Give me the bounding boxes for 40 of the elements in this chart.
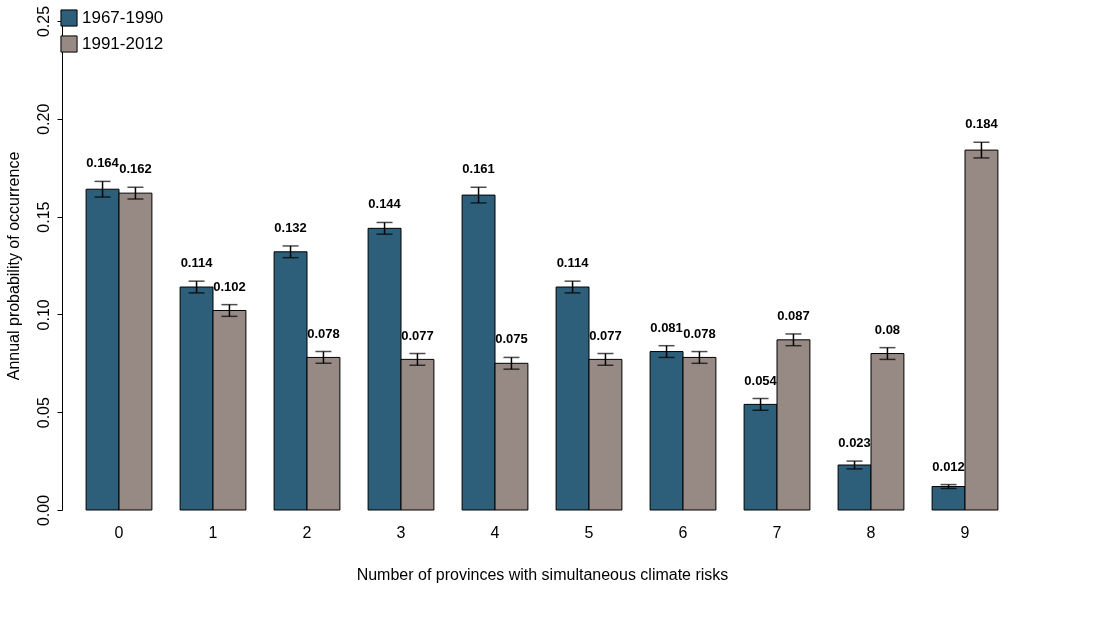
x-tick-label: 2 <box>302 523 312 541</box>
data-label: 0.132 <box>274 219 307 235</box>
x-tick-label: 9 <box>960 523 970 541</box>
x-tick-label: 5 <box>584 523 594 541</box>
data-label: 0.078 <box>683 325 716 341</box>
data-label: 0.077 <box>589 327 622 343</box>
x-tick-label: 0 <box>114 523 124 541</box>
legend-label: 1991-2012 <box>82 34 164 53</box>
data-label: 0.144 <box>368 196 402 212</box>
data-label: 0.087 <box>777 307 810 323</box>
y-tick-label: 0.25 <box>34 5 52 38</box>
data-label: 0.114 <box>180 255 214 271</box>
data-label: 0.164 <box>86 155 120 171</box>
data-label: 0.078 <box>307 325 340 341</box>
x-tick-label: 8 <box>866 523 876 541</box>
x-tick-label: 4 <box>490 523 500 541</box>
data-label: 0.114 <box>556 255 590 271</box>
y-tick-label: 0.10 <box>34 299 52 331</box>
y-axis-title: Annual probability of occurrence <box>4 151 22 381</box>
data-label: 0.054 <box>744 372 778 388</box>
data-label: 0.023 <box>838 435 871 451</box>
data-label: 0.081 <box>650 319 683 335</box>
data-label: 0.075 <box>495 331 528 347</box>
data-label: 0.161 <box>462 161 495 177</box>
data-label: 0.012 <box>932 458 965 474</box>
x-axis-title: Number of provinces with simultaneous climate risks <box>356 565 729 583</box>
y-tick-label: 0.15 <box>34 201 52 233</box>
data-label: 0.077 <box>401 327 434 343</box>
data-label: 0.08 <box>874 321 901 337</box>
y-tick-label: 0.05 <box>34 397 52 429</box>
data-label: 0.184 <box>965 116 999 132</box>
y-tick-label: 0.20 <box>34 103 52 135</box>
x-tick-label: 7 <box>772 523 782 541</box>
x-tick-label: 1 <box>208 523 218 541</box>
x-tick-label: 6 <box>678 523 688 541</box>
data-label: 0.102 <box>213 278 246 294</box>
x-tick-label: 3 <box>396 523 406 541</box>
data-label: 0.162 <box>119 161 152 177</box>
legend-label: 1967-1990 <box>82 8 164 27</box>
y-tick-label: 0.00 <box>34 494 52 527</box>
